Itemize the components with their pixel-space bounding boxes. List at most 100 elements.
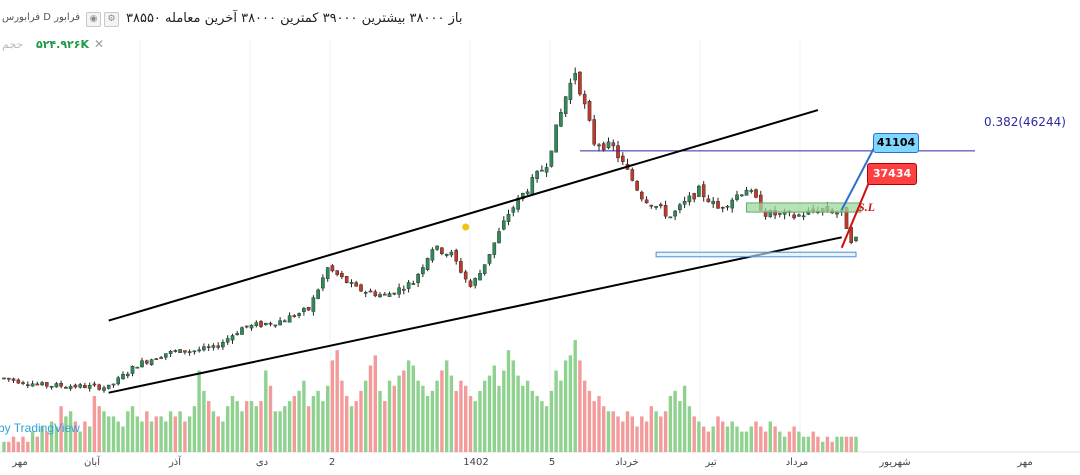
candle-body: [406, 282, 411, 289]
volume-bar: [64, 416, 68, 452]
volume-bar: [492, 365, 496, 452]
candle-body: [59, 383, 63, 387]
volume-indicator-label: حجم ۵۲۴.۹۲۶K ✕: [0, 37, 140, 55]
target-price-tag[interactable]: 41104: [873, 133, 919, 153]
volume-bar: [149, 421, 154, 452]
ohlc-values: باز ۳۸۰۰۰ بیشترین ۳۹۰۰۰ کمترین ۳۸۰۰۰ آخر…: [126, 11, 463, 26]
volume-bar: [440, 370, 444, 452]
candle-body: [425, 258, 430, 270]
volume-bar: [787, 431, 792, 452]
candle-body: [611, 142, 616, 147]
volume-bar: [2, 441, 6, 452]
candle-body: [264, 322, 268, 326]
time-axis[interactable]: مهر آبان آذر دی 2 1402 5 خرداد تیر مرداد شهریور مهر: [0, 455, 1080, 475]
volume-bar: [45, 431, 49, 452]
candle-body: [744, 189, 749, 196]
volume-bar: [821, 441, 825, 452]
volume-bar: [226, 406, 230, 452]
candle-body: [716, 201, 720, 209]
volume-bar: [849, 436, 853, 452]
time-axis-tick-label: دی: [255, 457, 269, 468]
volume-bar: [21, 436, 25, 452]
candle-body: [711, 200, 715, 205]
volume-bar: [544, 406, 549, 452]
volume-bar: [625, 411, 630, 452]
drawing-overlay[interactable]: [108, 109, 975, 394]
symbol-label[interactable]: فرابورس D فرابور: [2, 12, 80, 23]
candle-body: [411, 283, 416, 285]
candle-body: [463, 271, 468, 280]
candle-body: [835, 212, 839, 215]
volume-bar: [7, 441, 11, 452]
candle-body: [397, 287, 401, 295]
candle-body: [692, 193, 696, 200]
candle-body: [582, 93, 587, 105]
volume-bar: [302, 380, 306, 452]
candle-body: [230, 335, 235, 341]
volume-bar: [483, 380, 487, 452]
volume-bar: [587, 390, 592, 452]
volume-bar: [749, 426, 753, 452]
volume-bar: [778, 431, 782, 452]
stop-loss-price-tag[interactable]: 37434: [867, 163, 917, 185]
volume-bar: [268, 385, 273, 452]
volume-bar: [801, 436, 806, 452]
candle-body: [435, 245, 439, 250]
candle-body: [225, 338, 230, 343]
signal-dot: [462, 223, 470, 231]
candle-body: [563, 96, 568, 114]
candle-body: [87, 385, 92, 389]
candle-body: [797, 214, 801, 217]
candle-body: [630, 169, 635, 181]
close-icon[interactable]: ✕: [94, 37, 105, 51]
candle-body: [254, 322, 259, 327]
volume-bar: [830, 441, 834, 452]
candle-body: [340, 273, 344, 278]
candle-body: [421, 267, 425, 275]
volume-bar: [154, 416, 158, 452]
candle-body: [482, 264, 487, 274]
candle-body: [130, 366, 135, 374]
candle-body: [730, 199, 734, 209]
volume-label: حجم: [2, 38, 24, 51]
candle-body: [659, 204, 663, 207]
volume-bar: [411, 365, 415, 452]
candle-body: [387, 293, 392, 297]
candle-body: [26, 384, 30, 387]
volume-bar: [230, 396, 235, 452]
candle-body: [321, 277, 325, 289]
time-axis-tick-label: آذر: [168, 457, 182, 468]
volume-bar: [416, 380, 420, 452]
candle-body: [749, 190, 754, 192]
volume-bar: [207, 401, 211, 452]
volume-bar: [121, 426, 125, 452]
volume-bar: [316, 390, 320, 452]
candle-body: [144, 360, 149, 364]
candle-body: [697, 185, 701, 197]
candle-body: [687, 195, 692, 203]
tradingview-watermark[interactable]: by TradingView: [0, 421, 80, 435]
volume-bar: [11, 436, 16, 452]
eye-icon[interactable]: ◉: [86, 12, 101, 27]
candle-body: [45, 382, 49, 387]
volume-bar: [297, 390, 301, 452]
volume-bar: [364, 380, 368, 452]
candle-body: [297, 313, 301, 316]
candle-body: [535, 171, 539, 180]
volume-bar: [740, 431, 744, 452]
gear-icon[interactable]: ⚙: [104, 12, 119, 27]
volume-bar: [659, 416, 663, 452]
volume-bar: [711, 426, 715, 452]
volume-bar: [178, 411, 182, 452]
volume-bar: [111, 416, 116, 452]
volume-bar: [287, 401, 292, 452]
volume-bar: [735, 426, 739, 452]
volume-bar: [435, 380, 439, 452]
candle-body: [402, 288, 406, 291]
candle-body: [363, 292, 368, 294]
time-axis-tick-label: مهر: [1017, 457, 1033, 468]
candle-body: [663, 205, 668, 217]
target-arrow: [840, 147, 875, 211]
candle-body: [306, 307, 311, 311]
